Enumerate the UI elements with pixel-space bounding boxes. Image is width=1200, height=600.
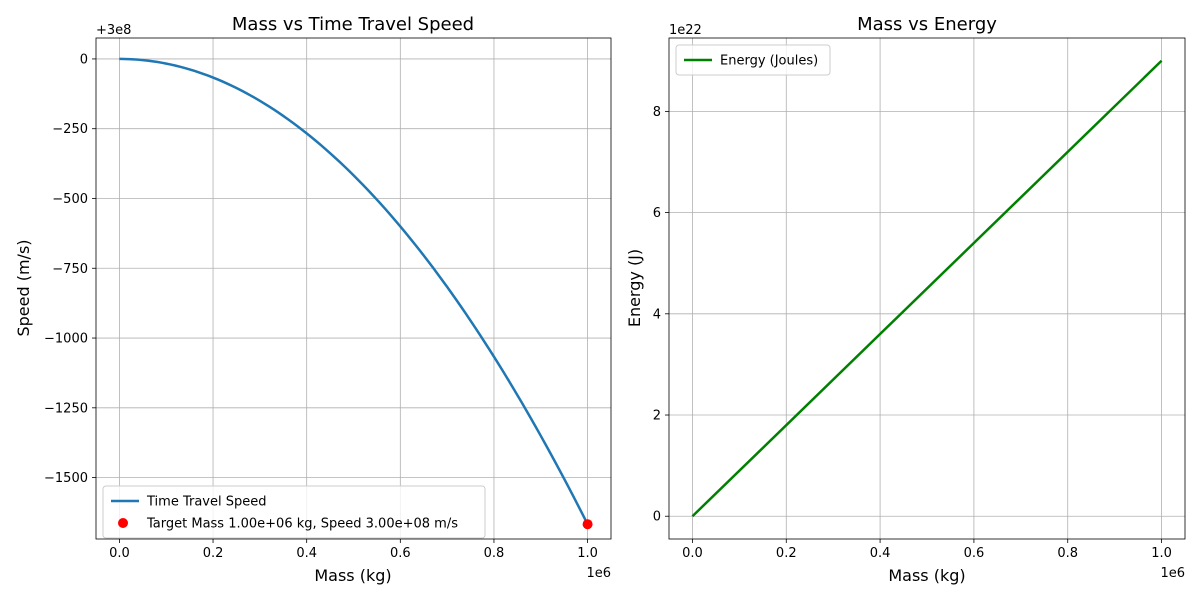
series-line (119, 57, 589, 525)
speed-chart: Mass vs Time Travel Speed Mass (kg) Spee… (14, 14, 612, 585)
energy-chart: Mass vs Energy Mass (kg) Energy (J) 1e22… (625, 14, 1186, 585)
y-tick-label: 4 (653, 307, 661, 322)
legend-entry: Energy (Joules) (720, 54, 818, 69)
x-tick-label: 0.8 (484, 546, 505, 561)
legend: Energy (Joules) (675, 44, 831, 76)
x-tick-label: 0.2 (776, 546, 797, 561)
y-tick-label: 8 (653, 105, 661, 120)
legend-box (675, 44, 831, 76)
data-point (582, 519, 593, 530)
x-tick-label: 0.6 (390, 546, 411, 561)
y-axis-label: Speed (m/s) (14, 239, 33, 336)
x-tick-label: 1.0 (1151, 546, 1172, 561)
y-tick-label: −1500 (44, 471, 88, 486)
grid (669, 38, 1185, 539)
x-offset-label: 1e6 (1160, 566, 1185, 581)
x-tick-label: 0.8 (1057, 546, 1078, 561)
x-tick-label: 0.0 (109, 546, 130, 561)
y-tick-label: −1250 (44, 401, 88, 416)
y-tick-label: −500 (52, 192, 88, 207)
grid (96, 38, 611, 539)
legend-swatch-marker (118, 518, 128, 528)
y-tick-label: −750 (52, 262, 88, 277)
y-offset-label: 1e22 (669, 23, 702, 38)
x-offset-label: 1e6 (586, 566, 611, 581)
x-axis-label: Mass (kg) (314, 566, 391, 585)
x-axis-label: Mass (kg) (888, 566, 965, 585)
y-tick-label: −250 (52, 122, 88, 137)
y-tick-label: 0 (653, 510, 661, 525)
x-tick-label: 0.4 (296, 546, 317, 561)
chart-title: Mass vs Energy (857, 14, 997, 35)
y-axis-label: Energy (J) (625, 249, 644, 327)
x-tick-label: 0.2 (203, 546, 224, 561)
y-tick-label: 2 (653, 409, 661, 424)
chart-title: Mass vs Time Travel Speed (232, 14, 474, 35)
y-tick-label: 6 (653, 206, 661, 221)
x-tick-label: 0.6 (964, 546, 985, 561)
x-tick-label: 0.4 (870, 546, 891, 561)
axes-frame (668, 37, 1186, 540)
x-tick-label: 0.0 (682, 546, 703, 561)
legend-box (102, 485, 486, 539)
y-tick-label: −1000 (44, 332, 88, 347)
legend-entry: Target Mass 1.00e+06 kg, Speed 3.00e+08 … (146, 517, 458, 532)
series-line (691, 59, 1163, 518)
x-tick-label: 1.0 (577, 546, 598, 561)
y-offset-label: +3e8 (96, 23, 131, 38)
y-tick-label: 0 (80, 52, 88, 67)
legend-entry: Time Travel Speed (146, 495, 266, 510)
axes-frame (95, 37, 612, 540)
legend: Time Travel Speed Target Mass 1.00e+06 kg… (102, 485, 486, 539)
